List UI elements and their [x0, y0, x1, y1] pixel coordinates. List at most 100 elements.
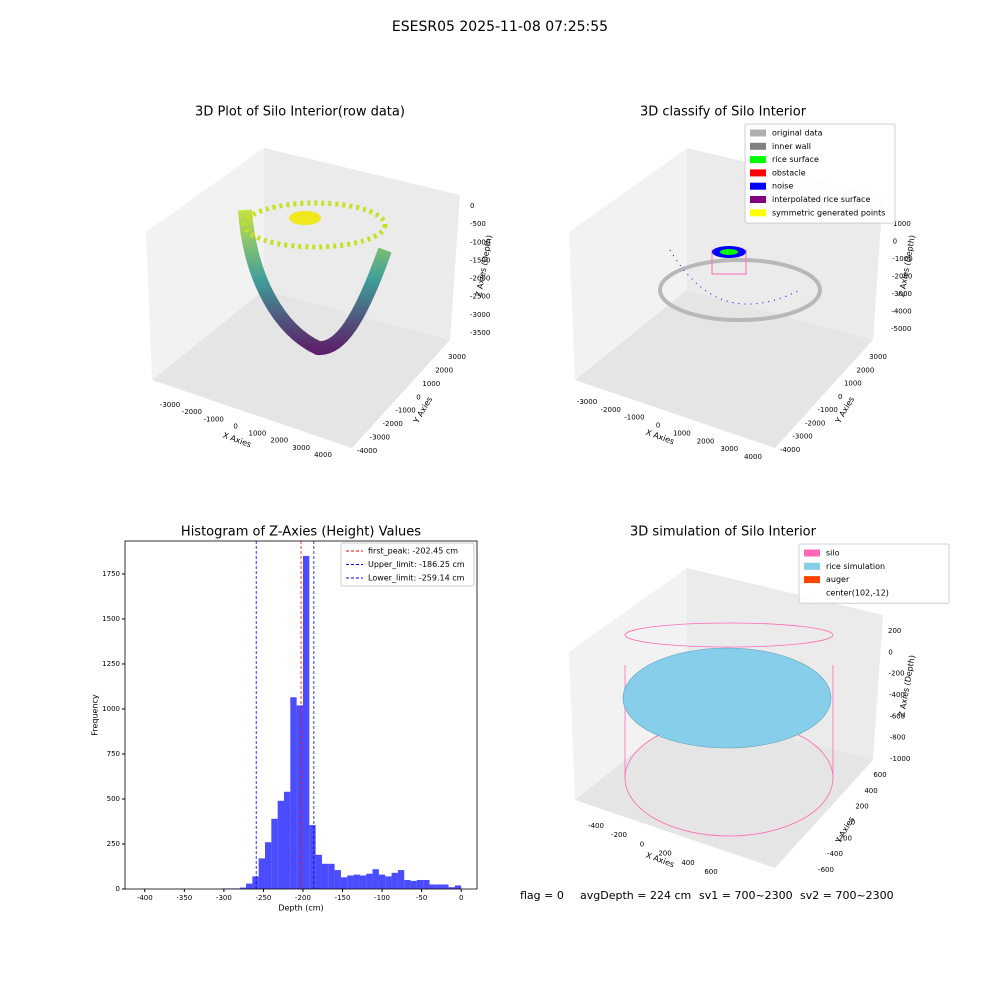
- bar: [372, 869, 379, 889]
- z-tick-label: -3000: [470, 311, 490, 319]
- x-tick-label: -400: [137, 894, 153, 902]
- bar: [258, 858, 266, 889]
- legend-box: [340, 542, 475, 587]
- y-tick-label: 200: [855, 803, 868, 811]
- status-text: sv2 = 700~2300: [800, 889, 894, 902]
- bar: [309, 825, 316, 889]
- x-tick-label: 600: [704, 868, 717, 876]
- chart-title: 3D Plot of Silo Interior(row data): [195, 105, 405, 120]
- bar: [442, 884, 449, 889]
- z-tick-label: -2000: [470, 275, 490, 283]
- y-tick-label: 0: [838, 393, 842, 401]
- x-tick-label: 2000: [697, 437, 715, 445]
- status-text: flag = 0: [520, 889, 564, 902]
- z-tick-label: 0: [893, 238, 897, 246]
- bar: [334, 870, 341, 889]
- x-tick-label: -200: [295, 894, 311, 902]
- y-tick-label: 1000: [844, 380, 862, 388]
- y-tick-label: -4000: [780, 446, 800, 454]
- x-tick-label: 0: [640, 840, 644, 848]
- x-tick-label: -3000: [577, 398, 597, 406]
- x-tick-label: -2000: [182, 408, 202, 416]
- x-tick-label: 4000: [314, 451, 332, 459]
- point-cloud-illustration: [238, 200, 834, 837]
- legend-label: rice surface: [772, 155, 819, 164]
- y-tick-label: 250: [107, 840, 120, 848]
- y-tick-label: -600: [818, 866, 834, 874]
- z-axis-label: Z Axies (Depth): [897, 654, 917, 717]
- z-tick-label: 1000: [893, 220, 911, 228]
- x-axis-label: X Axies: [645, 428, 676, 447]
- y-axis-label: Frequency: [91, 694, 100, 736]
- y-tick-label: 1000: [102, 705, 120, 713]
- bar: [296, 705, 303, 889]
- legend-swatch: [750, 196, 766, 203]
- z-tick-label: 0: [470, 202, 474, 210]
- bar: [429, 884, 436, 889]
- x-tick-label: -250: [255, 894, 271, 902]
- y-tick-label: 500: [107, 795, 120, 803]
- y-tick-label: -3000: [370, 434, 390, 442]
- x-tick-label: 400: [681, 859, 694, 867]
- y-tick-label: 600: [873, 771, 886, 779]
- y-tick-label: 1000: [422, 380, 440, 388]
- legend-swatch: [804, 562, 820, 570]
- bar: [302, 555, 310, 889]
- z-tick-label: -5000: [891, 325, 911, 333]
- bar: [397, 870, 405, 889]
- y-tick-label: 2000: [435, 366, 453, 374]
- legend-label: Lower_limit: -259.14 cm: [368, 574, 465, 583]
- y-tick-label: 1250: [102, 660, 120, 668]
- bar: [454, 885, 462, 889]
- legend-swatch: [750, 209, 766, 217]
- x-tick-label: -100: [374, 894, 390, 902]
- legend-label: rice simulation: [826, 562, 885, 571]
- bar: [315, 854, 322, 889]
- status-text: avgDepth = 224 cm: [580, 889, 691, 902]
- x-tick-label: 0: [656, 422, 660, 430]
- y-tick-label: 0: [416, 393, 420, 401]
- legend-label: inner wall: [772, 142, 811, 151]
- y-tick-label: 0: [851, 819, 855, 827]
- y-tick-label: -1000: [818, 406, 838, 414]
- bar: [340, 877, 348, 889]
- status-text: sv1 = 700~2300: [699, 889, 793, 902]
- z-tick-label: -200: [889, 670, 905, 678]
- z-tick-label: -4000: [891, 308, 911, 316]
- legend-label: silo: [826, 549, 840, 558]
- x-tick-label: -3000: [160, 401, 180, 409]
- chart-title: 3D simulation of Silo Interior: [630, 525, 817, 540]
- z-tick-label: -600: [889, 712, 905, 720]
- bar: [353, 874, 360, 889]
- x-tick-label: 1000: [673, 429, 691, 437]
- bar: [321, 863, 329, 889]
- legend-label: auger: [826, 575, 850, 584]
- x-tick-label: -350: [176, 894, 192, 902]
- bar: [265, 842, 272, 889]
- z-axis-label: Z Axies (Depth): [897, 234, 917, 297]
- y-tick-label: -3000: [792, 433, 812, 441]
- x-tick-label: -400: [588, 822, 604, 830]
- z-tick-label: 200: [888, 627, 901, 635]
- x-tick-label: 0: [233, 422, 237, 430]
- legend-swatch: [804, 576, 820, 584]
- x-tick-label: -1000: [204, 415, 224, 423]
- legend-swatch: [750, 142, 766, 150]
- legend-label: Upper_limit: -186.25 cm: [368, 560, 465, 569]
- bar: [366, 873, 373, 889]
- z-tick-label: -2000: [892, 273, 912, 281]
- chart-title: 3D classify of Silo Interior: [640, 105, 807, 120]
- legend-label: center(102,-12): [826, 588, 889, 597]
- plot-frame: [124, 540, 478, 890]
- z-tick-label: -1000: [890, 755, 910, 763]
- status-line: flag = 0 avgDepth = 224 cm sv1 = 700~230…: [520, 889, 894, 902]
- y-tick-label: 0: [116, 885, 120, 893]
- bar: [435, 884, 443, 889]
- x-tick-label: -150: [335, 894, 351, 902]
- legend-label: noise: [772, 182, 793, 191]
- y-tick-label: 1750: [102, 570, 120, 578]
- x-tick-label: 3000: [720, 445, 738, 453]
- x-tick-label: -300: [216, 894, 232, 902]
